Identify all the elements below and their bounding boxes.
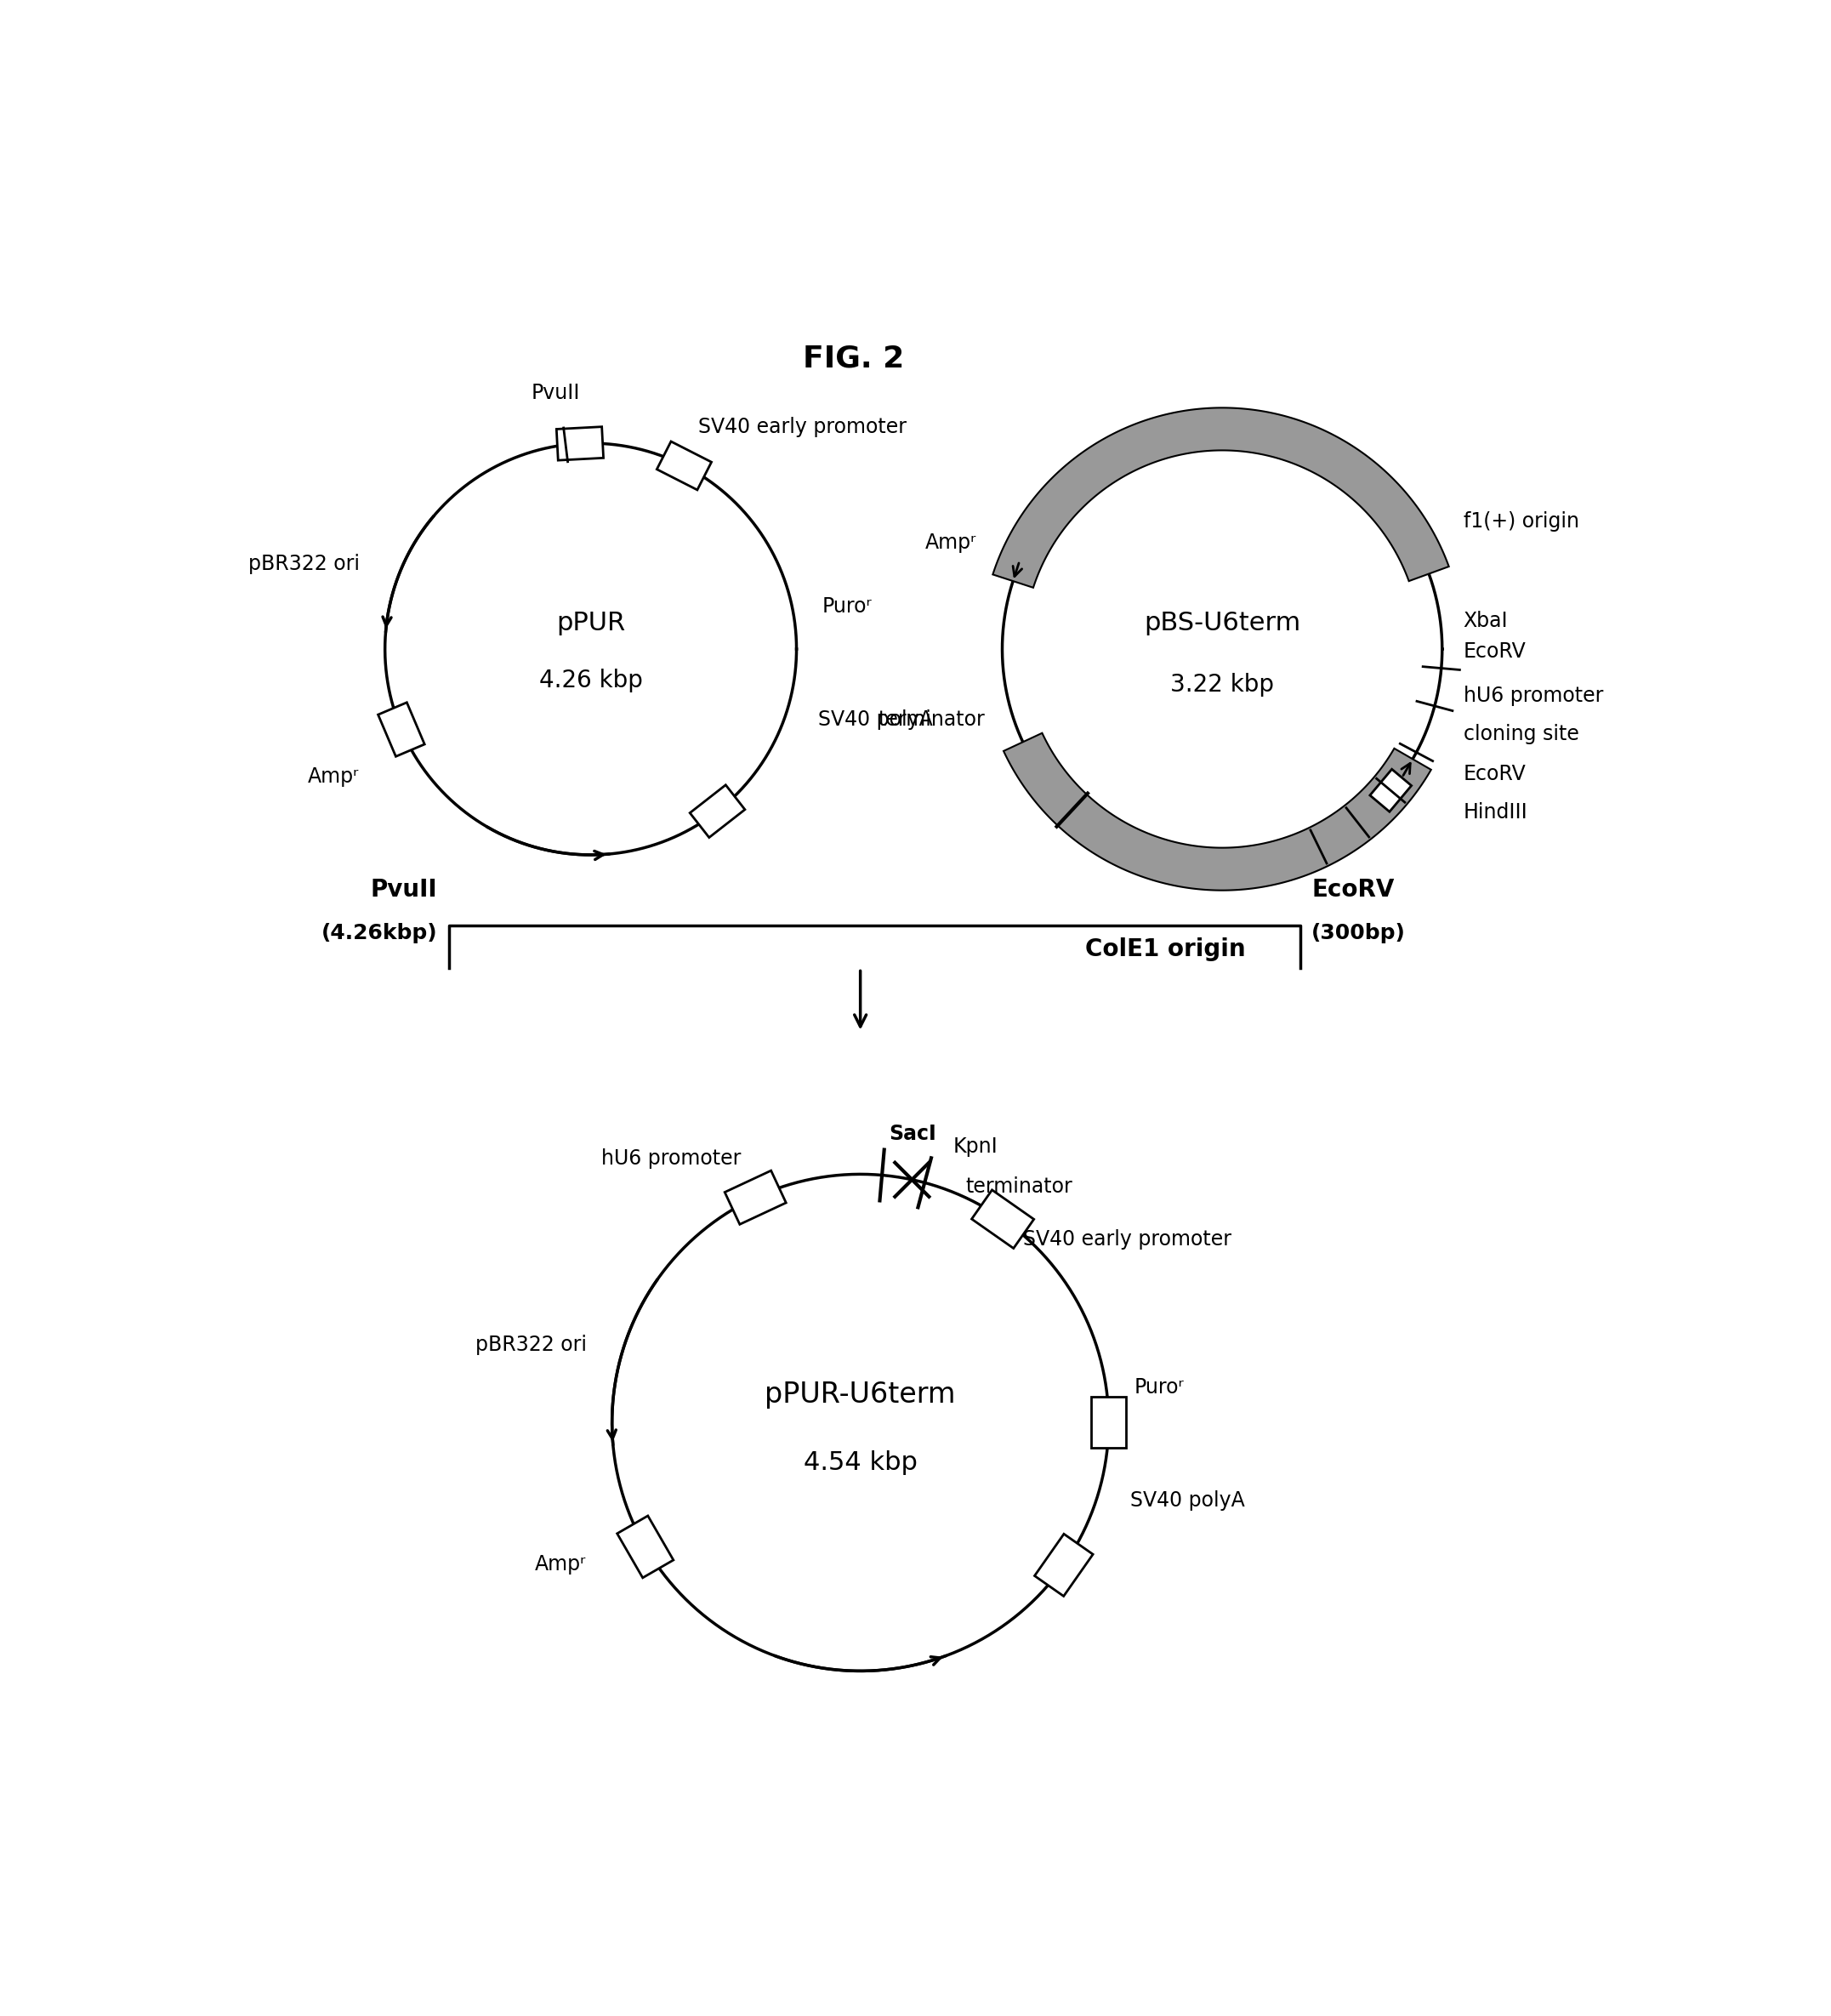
Text: pPUR: pPUR bbox=[557, 611, 624, 635]
Polygon shape bbox=[1003, 734, 1432, 891]
Text: ColE1 origin: ColE1 origin bbox=[1086, 937, 1245, 962]
Text: cloning site: cloning site bbox=[1463, 724, 1578, 744]
Text: SV40 polyA: SV40 polyA bbox=[818, 710, 932, 730]
Polygon shape bbox=[557, 427, 604, 460]
Text: (300bp): (300bp) bbox=[1311, 923, 1406, 943]
Text: Ampʳ: Ampʳ bbox=[925, 532, 976, 552]
Text: 3.22 kbp: 3.22 kbp bbox=[1170, 673, 1274, 696]
Polygon shape bbox=[1370, 770, 1412, 812]
Text: pBR322 ori: pBR322 ori bbox=[474, 1335, 586, 1355]
Text: PvuII: PvuII bbox=[531, 383, 580, 403]
Text: HindIII: HindIII bbox=[1463, 802, 1527, 823]
Text: SacI: SacI bbox=[890, 1123, 936, 1143]
Text: XbaI: XbaI bbox=[1463, 611, 1509, 631]
Polygon shape bbox=[617, 1516, 674, 1579]
Text: EcoRV: EcoRV bbox=[1311, 877, 1395, 901]
Text: (4.26kbp): (4.26kbp) bbox=[320, 923, 438, 943]
Polygon shape bbox=[725, 1171, 785, 1224]
Text: PvuII: PvuII bbox=[370, 877, 438, 901]
Text: FIG. 2: FIG. 2 bbox=[802, 345, 905, 373]
Polygon shape bbox=[1091, 1397, 1126, 1447]
Text: SV40 early promoter: SV40 early promoter bbox=[698, 417, 906, 437]
Polygon shape bbox=[657, 442, 712, 490]
Text: 4.54 kbp: 4.54 kbp bbox=[804, 1450, 917, 1474]
Text: pPUR-U6term: pPUR-U6term bbox=[765, 1381, 956, 1409]
Polygon shape bbox=[1035, 1534, 1093, 1597]
Text: Ampʳ: Ampʳ bbox=[308, 766, 359, 786]
Text: hU6 promoter: hU6 promoter bbox=[1463, 685, 1604, 706]
Text: Puroʳ: Puroʳ bbox=[1133, 1377, 1185, 1397]
Text: EcoRV: EcoRV bbox=[1463, 641, 1527, 661]
Text: 4.26 kbp: 4.26 kbp bbox=[538, 669, 643, 691]
Text: terminator: terminator bbox=[879, 710, 985, 730]
Text: Ampʳ: Ampʳ bbox=[535, 1554, 586, 1574]
Text: Puroʳ: Puroʳ bbox=[822, 597, 872, 617]
Text: pBS-U6term: pBS-U6term bbox=[1144, 611, 1300, 635]
Text: hU6 promoter: hU6 promoter bbox=[601, 1149, 742, 1169]
Text: SV40 early promoter: SV40 early promoter bbox=[1024, 1230, 1232, 1250]
Text: terminator: terminator bbox=[965, 1175, 1073, 1198]
Polygon shape bbox=[992, 407, 1448, 587]
Polygon shape bbox=[972, 1189, 1035, 1248]
Polygon shape bbox=[377, 702, 425, 756]
Text: pBR322 ori: pBR322 ori bbox=[247, 554, 359, 575]
Polygon shape bbox=[690, 784, 745, 837]
Text: KpnI: KpnI bbox=[952, 1137, 998, 1157]
Text: f1(+) origin: f1(+) origin bbox=[1463, 512, 1578, 532]
Text: EcoRV: EcoRV bbox=[1463, 764, 1527, 784]
Text: SV40 polyA: SV40 polyA bbox=[1130, 1490, 1245, 1510]
